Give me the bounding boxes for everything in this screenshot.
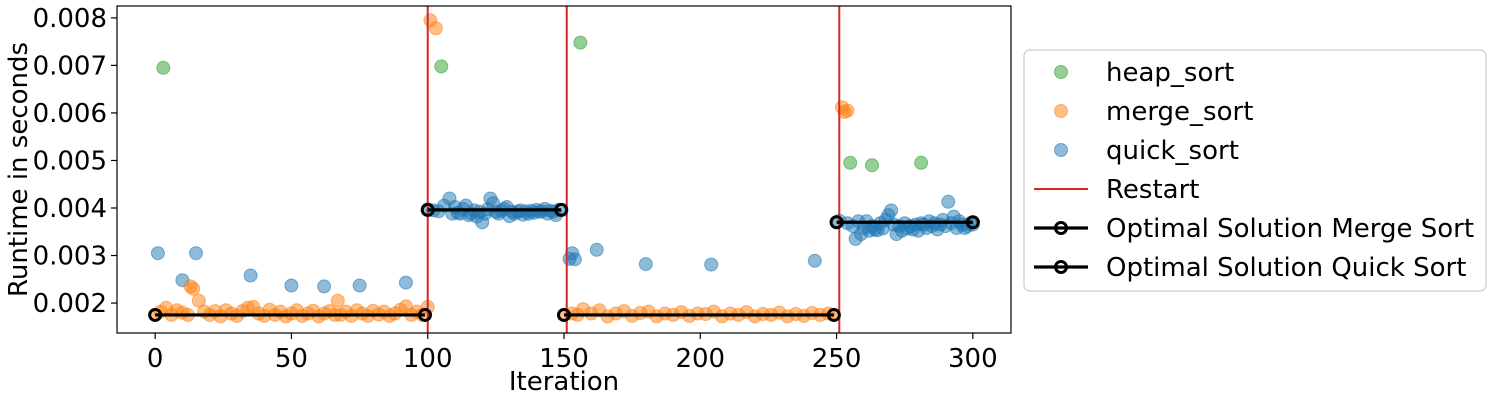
heap-sort-point — [843, 155, 858, 170]
heap-sort-point — [434, 59, 449, 74]
quick-sort-point — [884, 203, 899, 218]
series-quick-sort — [150, 191, 980, 294]
merge-sort-point — [186, 281, 201, 296]
y-axis-label: Runtime in seconds — [4, 42, 34, 297]
legend-item: Optimal Solution Merge Sort — [1034, 214, 1474, 244]
optimal-marker — [420, 202, 435, 217]
optimal-segment — [557, 307, 841, 322]
legend-label: Optimal Solution Quick Sort — [1106, 253, 1466, 283]
heap-sort-point — [914, 155, 929, 170]
y-tick-label: 0.006 — [33, 99, 107, 129]
y-tick-label: 0.004 — [33, 194, 107, 224]
merge-sort-point — [428, 21, 443, 36]
legend-item: Restart — [1034, 175, 1199, 205]
legend-marker — [1054, 260, 1068, 274]
quick-sort-point — [352, 278, 367, 293]
quick-sort-point — [941, 194, 956, 209]
y-tick-label: 0.007 — [33, 51, 107, 81]
legend: heap_sort merge_sort quick_sort Restart Opti… — [1023, 49, 1487, 292]
optimal-solution-lines — [148, 202, 980, 322]
optimal-marker — [557, 307, 571, 322]
legend-item: quick_sort — [1054, 136, 1239, 166]
legend-label: heap_sort — [1106, 58, 1234, 88]
heap-sort-point — [865, 158, 879, 173]
legend-label: Optimal Solution Merge Sort — [1106, 214, 1474, 244]
optimal-marker — [417, 307, 432, 322]
optimal-marker — [148, 307, 163, 322]
quick-sort-point — [567, 252, 582, 267]
legend-marker — [1054, 221, 1068, 235]
series-layer — [148, 13, 980, 324]
y-tick-label: 0.003 — [33, 242, 107, 272]
optimal-marker — [965, 215, 980, 230]
quick-sort-point — [284, 278, 299, 293]
quick-sort-point — [398, 275, 413, 290]
legend-item: heap_sort — [1054, 58, 1234, 88]
legend-marker — [1054, 104, 1068, 118]
merge-sort-point — [840, 103, 855, 118]
quick-sort-point — [243, 268, 258, 283]
x-axis-label: Iteration — [509, 367, 619, 397]
optimal-segment — [420, 202, 569, 217]
heap-sort-point — [573, 35, 588, 50]
merge-sort-point — [330, 293, 345, 308]
x-axis-ticks: 0 50 100 150 200 250 300 — [147, 333, 998, 374]
optimal-marker — [554, 202, 569, 217]
legend-item: Optimal Solution Quick Sort — [1034, 253, 1466, 283]
quick-sort-point — [317, 279, 332, 294]
series-heap-sort — [156, 35, 929, 173]
x-tick-label: 200 — [675, 344, 725, 374]
optimal-marker — [829, 215, 844, 230]
x-tick-label: 50 — [275, 344, 308, 374]
optimal-marker — [826, 307, 841, 322]
x-tick-label: 250 — [812, 344, 862, 374]
legend-box — [1023, 49, 1487, 292]
x-tick-label: 100 — [403, 344, 453, 374]
quick-sort-point — [589, 242, 604, 257]
restart-lines — [426, 6, 841, 333]
quick-sort-point — [150, 246, 165, 261]
quick-sort-point — [704, 257, 719, 272]
y-tick-label: 0.002 — [33, 289, 107, 319]
quick-sort-point — [638, 257, 653, 272]
legend-label: quick_sort — [1106, 136, 1239, 166]
optimal-segment — [148, 307, 432, 322]
legend-label: Restart — [1106, 175, 1199, 205]
y-tick-label: 0.005 — [33, 146, 107, 176]
heap-sort-point — [156, 60, 171, 75]
legend-marker — [1054, 65, 1068, 79]
optimal-segment — [829, 215, 980, 230]
legend-item: merge_sort — [1054, 97, 1253, 127]
legend-label: merge_sort — [1106, 97, 1253, 127]
legend-marker — [1054, 143, 1068, 157]
x-tick-label: 300 — [948, 344, 998, 374]
x-tick-label: 150 — [539, 344, 589, 374]
y-tick-label: 0.008 — [33, 4, 107, 34]
x-tick-label: 0 — [147, 344, 164, 374]
quick-sort-point — [807, 253, 822, 268]
y-axis-ticks: 0.002 0.003 0.004 0.005 0.006 0.007 0.008 — [33, 4, 117, 319]
quick-sort-point — [189, 246, 203, 261]
